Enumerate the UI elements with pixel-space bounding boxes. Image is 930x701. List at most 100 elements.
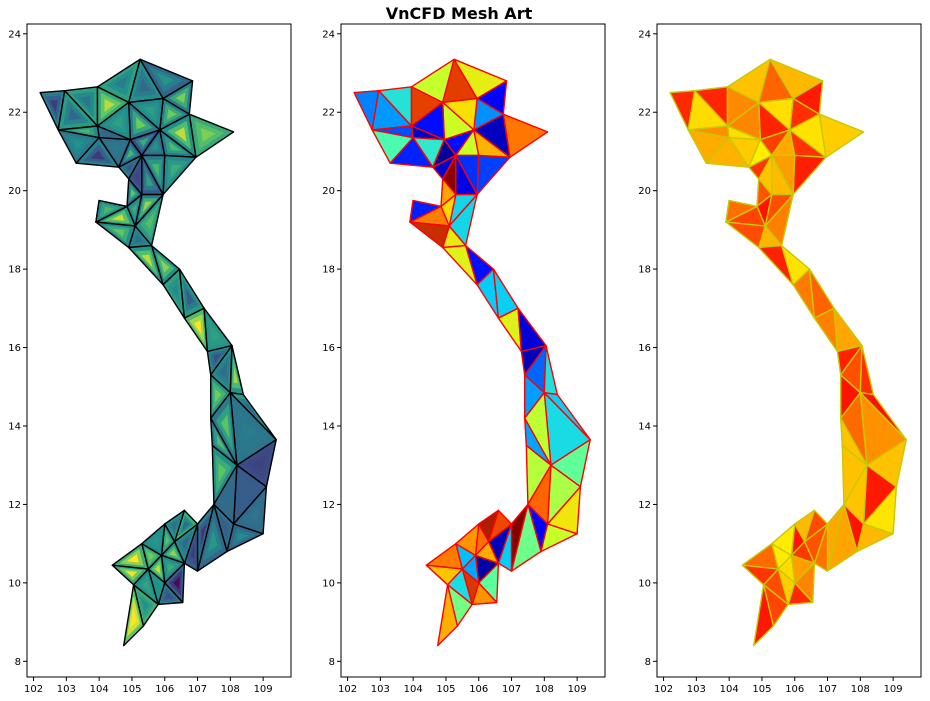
- mesh-contour-band: [125, 570, 137, 577]
- y-tick-label: 16: [638, 343, 651, 354]
- mesh-contour-band: [138, 77, 151, 92]
- mesh-contour-band: [79, 96, 91, 110]
- y-tick-label: 20: [638, 186, 651, 197]
- mesh-contour-band: [167, 109, 177, 120]
- y-tick-label: 24: [638, 29, 651, 40]
- x-tick-label: 107: [502, 684, 521, 695]
- mesh-contour-band: [103, 206, 114, 214]
- mesh-cell: [432, 154, 457, 180]
- mesh-cell: [389, 136, 434, 168]
- mesh-contour-band: [201, 523, 207, 546]
- mesh-cell: [771, 523, 796, 557]
- mesh-contour-band: [76, 129, 90, 134]
- mesh-contour-band: [213, 426, 232, 458]
- mesh-contour-band: [68, 107, 82, 121]
- mesh-contour-band: [181, 520, 190, 531]
- mesh-contour-band: [142, 580, 151, 593]
- mesh-contour-band: [136, 116, 147, 130]
- mesh-contour-band: [210, 349, 227, 369]
- mesh-contour-band: [111, 116, 123, 129]
- mesh-contour-band: [193, 320, 202, 335]
- x-tick-label: 105: [122, 684, 141, 695]
- mesh-contour-band: [105, 131, 116, 137]
- mesh-contour-band: [143, 106, 155, 117]
- y-tick-label: 16: [322, 343, 335, 354]
- y-tick-label: 22: [638, 108, 651, 119]
- mesh-cell: [705, 136, 750, 168]
- mesh-contour-band: [175, 92, 186, 104]
- x-tick-label: 103: [371, 684, 390, 695]
- mesh-cell: [818, 113, 865, 159]
- mesh-cell: [455, 523, 480, 557]
- x-tick-label: 102: [338, 684, 357, 695]
- y-tick-label: 10: [322, 578, 335, 589]
- mesh-contour-band: [169, 549, 178, 557]
- y-tick-label: 16: [8, 343, 21, 354]
- mesh-contour-band: [199, 514, 211, 559]
- mesh-edge: [127, 244, 164, 286]
- mesh-contour-band: [104, 225, 130, 243]
- mesh-contour-band: [165, 592, 174, 600]
- mesh-contour-band: [207, 317, 226, 346]
- figure-title: VnCFD Mesh Art: [386, 4, 533, 23]
- mesh-contour-band: [237, 398, 268, 430]
- y-tick-label: 14: [8, 421, 21, 432]
- mesh-contour-band: [164, 135, 189, 154]
- mesh-cell: [833, 307, 863, 353]
- mesh-cell: [437, 584, 459, 647]
- mesh-contour-band: [71, 139, 85, 151]
- mesh-cell: [792, 154, 827, 196]
- mesh-contour-band: [169, 141, 181, 151]
- mesh-contour-band: [165, 535, 170, 546]
- mesh-contour-band: [141, 598, 150, 612]
- x-tick-label: 108: [221, 684, 240, 695]
- mesh-contour-band: [218, 463, 227, 483]
- mesh-contour-band: [110, 144, 121, 155]
- mesh-contour-band: [130, 188, 136, 198]
- y-tick-label: 10: [638, 578, 651, 589]
- mesh-contour-band: [242, 419, 258, 444]
- mesh-contour-band: [173, 576, 180, 590]
- mesh-contour-band: [160, 259, 170, 273]
- mesh-contour-band: [241, 483, 253, 503]
- y-tick-label: 10: [8, 578, 21, 589]
- mesh-edge: [118, 154, 143, 180]
- y-tick-label: 8: [329, 657, 335, 668]
- mesh-contour-band: [151, 535, 159, 546]
- mesh-contour-band: [171, 520, 178, 531]
- mesh-contour-band: [167, 160, 189, 186]
- x-tick-label: 109: [568, 684, 587, 695]
- mesh-contour-band: [207, 529, 218, 552]
- mesh-contour-band: [134, 169, 139, 183]
- mesh-contour-band: [252, 455, 266, 472]
- y-tick-label: 12: [638, 500, 651, 511]
- mesh-contour-band: [141, 254, 153, 268]
- x-tick-label: 103: [687, 684, 706, 695]
- mesh-contour-band: [211, 326, 221, 341]
- x-tick-label: 109: [254, 684, 273, 695]
- mesh-contour-band: [213, 353, 222, 364]
- mesh-contour-band: [111, 214, 125, 221]
- mesh-edge: [122, 584, 145, 647]
- mesh-contour-band: [147, 552, 155, 561]
- mesh-contour-band: [145, 213, 155, 230]
- mesh-contour-band: [135, 250, 158, 277]
- y-tick-label: 22: [322, 108, 335, 119]
- mesh-contour-band: [126, 149, 135, 159]
- x-tick-label: 105: [436, 684, 455, 695]
- y-tick-label: 12: [322, 500, 335, 511]
- mesh-cell: [517, 307, 547, 353]
- mesh-contour-band: [200, 127, 216, 142]
- mesh-triangles: [669, 58, 907, 647]
- x-tick-label: 107: [188, 684, 207, 695]
- mesh-contour-band: [247, 505, 259, 522]
- mesh-contour-band: [139, 137, 150, 147]
- y-tick-label: 24: [8, 29, 21, 40]
- y-tick-label: 24: [322, 29, 335, 40]
- mesh-cell: [442, 244, 478, 286]
- mesh-edge: [141, 523, 166, 557]
- x-tick-label: 106: [785, 684, 804, 695]
- mesh-triangles: [353, 58, 591, 647]
- mesh-cell: [725, 221, 766, 249]
- mesh-contour-band: [146, 172, 154, 186]
